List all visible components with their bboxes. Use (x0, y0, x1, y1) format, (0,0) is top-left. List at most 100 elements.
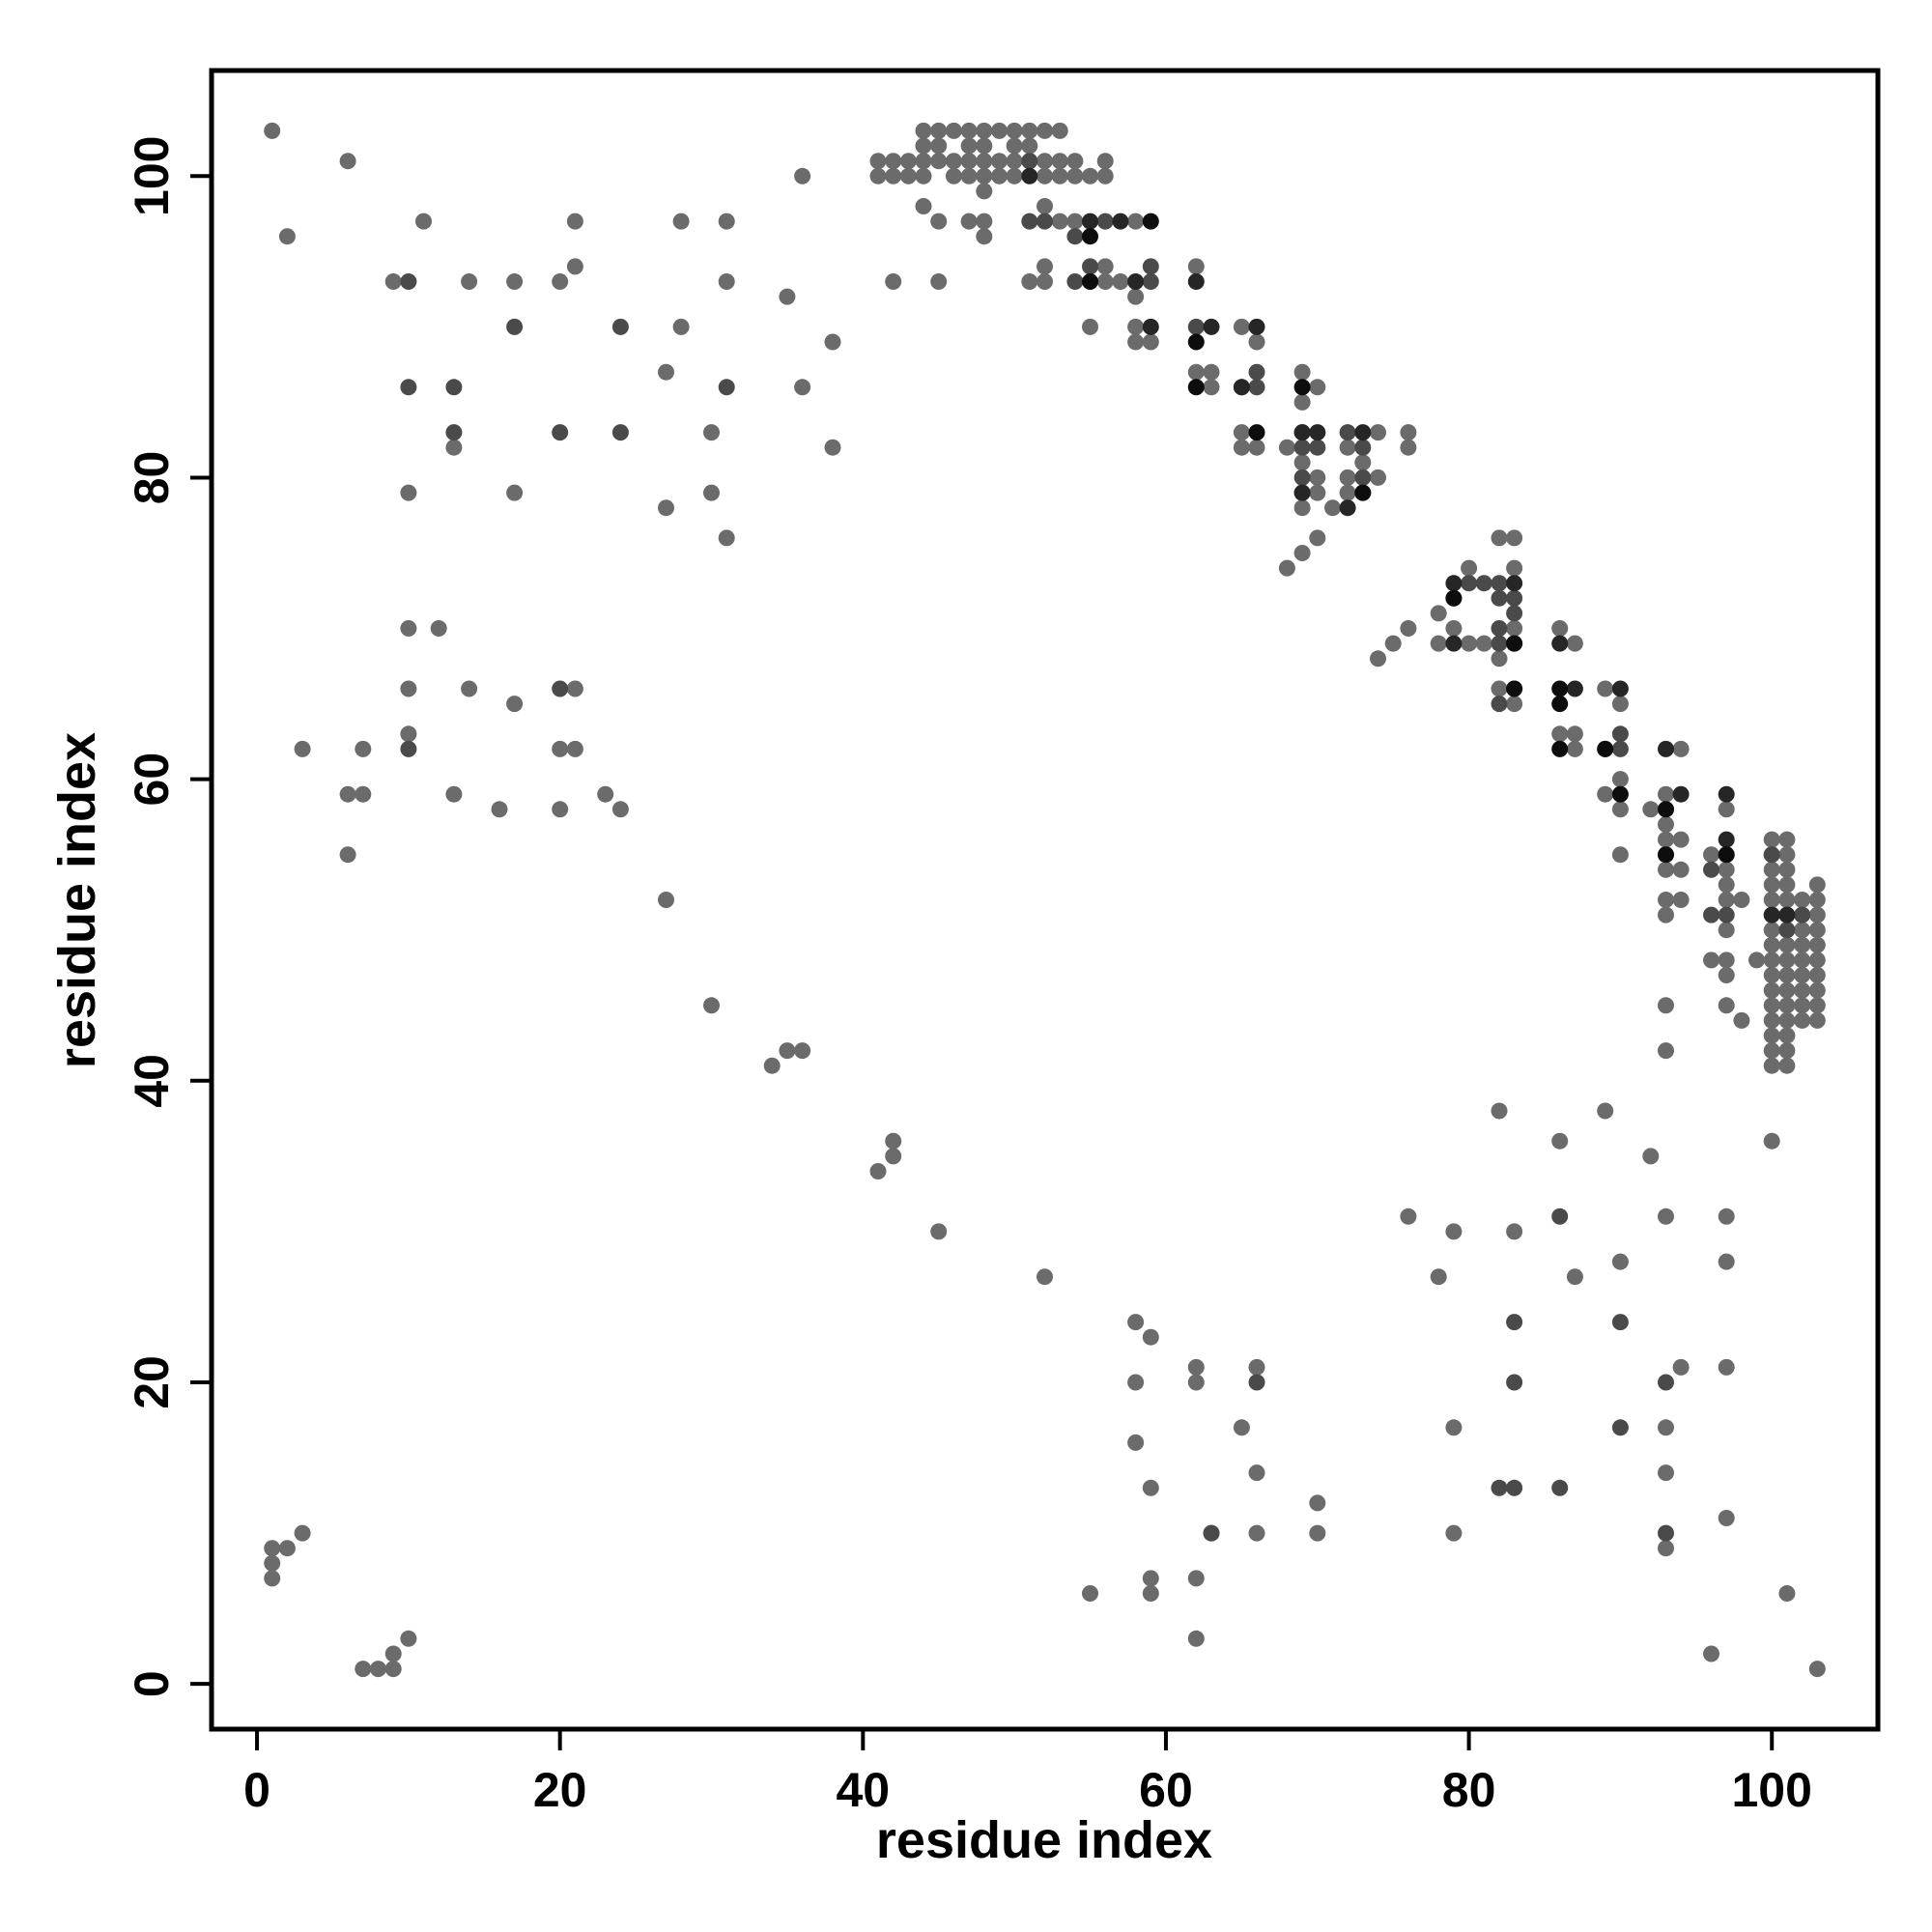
scatter-point (794, 379, 811, 396)
scatter-point (1611, 725, 1629, 743)
scatter-point (1611, 1314, 1629, 1331)
scatter-point (1037, 273, 1053, 290)
scatter-point (1066, 167, 1084, 185)
scatter-point (1309, 424, 1326, 441)
scatter-point (611, 318, 629, 335)
scatter-point (1763, 1011, 1780, 1029)
scatter-point (1718, 846, 1735, 864)
scatter-point (1794, 967, 1811, 983)
scatter-point (1233, 424, 1250, 441)
scatter-point (1718, 801, 1735, 818)
scatter-point (1127, 1434, 1145, 1451)
scatter-point (779, 1042, 796, 1060)
scatter-point (278, 228, 296, 245)
scatter-point (384, 1661, 402, 1678)
scatter-point (779, 288, 796, 305)
scatter-point (552, 740, 569, 757)
scatter-point (1491, 635, 1508, 652)
scatter-point (1096, 273, 1114, 290)
scatter-point (1491, 589, 1508, 607)
scatter-point (1096, 258, 1114, 275)
scatter-point (1658, 1419, 1674, 1436)
scatter-point (1187, 333, 1205, 351)
scatter-point (1445, 1223, 1463, 1240)
scatter-point (1597, 1102, 1614, 1120)
scatter-point (1127, 213, 1145, 230)
scatter-point (885, 167, 902, 185)
scatter-point (976, 183, 993, 200)
scatter-point (1748, 952, 1765, 969)
scatter-point (294, 1524, 311, 1542)
scatter-point (718, 213, 735, 230)
scatter-point (960, 153, 978, 170)
scatter-point (1293, 363, 1311, 381)
scatter-point (1611, 1419, 1629, 1436)
plot-frame (209, 68, 1881, 1732)
scatter-point (1566, 725, 1583, 743)
scatter-point (1082, 318, 1098, 335)
scatter-point (1658, 861, 1674, 878)
scatter-point (1082, 258, 1098, 275)
scatter-point (384, 273, 402, 290)
scatter-point (1506, 1223, 1523, 1240)
scatter-point (1037, 1268, 1053, 1286)
scatter-point (1021, 167, 1038, 185)
scatter-point (1293, 454, 1311, 471)
scatter-point (1491, 680, 1508, 697)
y-tick-label: 40 (125, 1054, 179, 1108)
scatter-point (1293, 484, 1311, 501)
scatter-point (1293, 379, 1311, 396)
scatter-point (824, 333, 841, 351)
scatter-point (1506, 529, 1523, 547)
scatter-point (1611, 801, 1629, 818)
scatter-point (1718, 892, 1735, 908)
y-axis-title: residue index (48, 732, 106, 1068)
scatter-point (1142, 1328, 1159, 1346)
scatter-point (1021, 137, 1038, 155)
scatter-point (991, 167, 1008, 185)
scatter-point (294, 740, 311, 757)
scatter-point (1006, 137, 1023, 155)
scatter-point (1718, 906, 1735, 923)
scatter-point (1506, 1479, 1523, 1496)
scatter-point (1808, 892, 1826, 908)
scatter-point (1718, 952, 1735, 969)
scatter-point (1763, 876, 1780, 894)
scatter-point (885, 153, 902, 170)
scatter-point (718, 273, 735, 290)
scatter-point (1733, 1011, 1750, 1029)
scatter-point (461, 273, 478, 290)
scatter-point (1082, 1585, 1098, 1602)
scatter-point (1370, 650, 1386, 668)
y-tick-label: 80 (125, 451, 179, 505)
scatter-point (930, 153, 948, 170)
scatter-point (1794, 892, 1811, 908)
scatter-point (1763, 1042, 1780, 1060)
scatter-point (1763, 967, 1780, 983)
scatter-point (1293, 393, 1311, 411)
scatter-point (1658, 892, 1674, 908)
scatter-point (1037, 167, 1053, 185)
scatter-point (718, 529, 735, 547)
scatter-point (1658, 1540, 1674, 1557)
scatter-point (400, 273, 417, 290)
scatter-point (1096, 213, 1114, 230)
scatter-point (1718, 1208, 1735, 1225)
scatter-point (945, 153, 962, 170)
scatter-point (976, 213, 993, 230)
scatter-point (1278, 559, 1295, 577)
scatter-point (1203, 363, 1220, 381)
scatter-point (445, 424, 463, 441)
scatter-point (1248, 1358, 1265, 1376)
scatter-point (506, 273, 524, 290)
scatter-point (869, 167, 887, 185)
scatter-point (1703, 846, 1719, 864)
scatter-point (1309, 1524, 1326, 1542)
scatter-point (1127, 273, 1145, 290)
y-tick-label: 20 (125, 1355, 179, 1409)
scatter-point (1718, 997, 1735, 1014)
scatter-point (1718, 785, 1735, 803)
scatter-point (400, 725, 417, 743)
scatter-point (339, 785, 356, 803)
scatter-point (339, 846, 356, 864)
